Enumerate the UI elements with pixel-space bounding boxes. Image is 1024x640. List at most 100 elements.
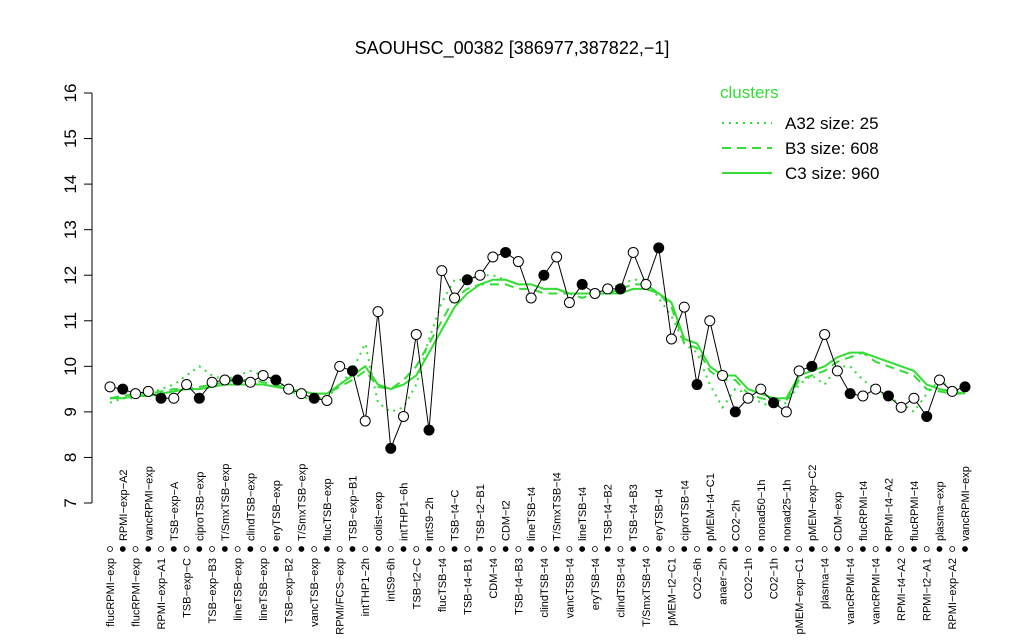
sample-point bbox=[551, 251, 563, 263]
sample-dot bbox=[540, 546, 547, 552]
sample-dot bbox=[502, 546, 509, 552]
sample-point bbox=[155, 392, 167, 404]
sample-dot bbox=[145, 546, 152, 552]
sample-dot bbox=[247, 546, 254, 552]
sample-dot bbox=[234, 546, 241, 552]
y-tick-label: 14 bbox=[61, 175, 80, 194]
sample-point bbox=[283, 383, 295, 395]
sample-dot bbox=[311, 546, 318, 552]
x-tick-label: TSB−t4−B1 bbox=[462, 558, 474, 615]
sample-point bbox=[359, 415, 371, 427]
sample-dot bbox=[694, 546, 700, 552]
sample-point bbox=[819, 328, 831, 340]
sample-dot bbox=[426, 546, 432, 552]
sample-point bbox=[717, 369, 729, 381]
x-tick-label: TSB−t4−C bbox=[450, 490, 462, 541]
x-tick-label: CDM−exp bbox=[832, 492, 844, 541]
sample-point bbox=[755, 383, 767, 395]
sample-dot bbox=[336, 546, 343, 552]
sample-dot bbox=[706, 546, 713, 552]
x-tick-label: plasma−t4 bbox=[820, 558, 832, 609]
sample-point bbox=[691, 379, 703, 391]
cluster-line bbox=[109, 283, 965, 402]
sample-point bbox=[921, 410, 933, 422]
sample-dot bbox=[821, 546, 828, 552]
sample-point bbox=[665, 333, 677, 345]
sample-point bbox=[410, 328, 422, 340]
x-tick-label: T/SmxTSB−t4 bbox=[552, 472, 564, 541]
y-tick-label: 9 bbox=[61, 407, 80, 416]
sample-point bbox=[117, 383, 129, 395]
sample-point bbox=[576, 278, 588, 290]
x-tick-label: RPMI−exp−A1 bbox=[156, 558, 168, 630]
sample-point bbox=[436, 265, 448, 277]
x-tick-label: TSB−t2−C bbox=[411, 558, 423, 609]
sample-dot bbox=[923, 546, 930, 552]
sample-dot bbox=[885, 546, 892, 552]
y-tick-label: 13 bbox=[61, 220, 80, 239]
sample-point bbox=[193, 392, 205, 404]
sample-point bbox=[538, 269, 550, 281]
sample-point bbox=[270, 374, 282, 386]
sample-point bbox=[678, 301, 690, 313]
sample-dot bbox=[451, 546, 458, 552]
legend-label: C3 size: 960 bbox=[785, 164, 880, 183]
sample-dot bbox=[553, 546, 560, 552]
sample-dot bbox=[209, 546, 215, 552]
sample-dot bbox=[324, 546, 330, 552]
sample-point bbox=[704, 315, 716, 327]
sample-dot bbox=[592, 546, 598, 552]
x-tick-label: vancRPMI−t4 bbox=[871, 558, 883, 624]
x-tick-label: intS9−6h bbox=[386, 558, 398, 602]
sample-point bbox=[614, 283, 626, 295]
x-tick-label: vancTSB−t4 bbox=[564, 558, 576, 618]
sample-dot bbox=[221, 546, 228, 552]
sample-dot bbox=[936, 546, 943, 552]
y-tick-label: 15 bbox=[61, 129, 80, 148]
sample-point bbox=[257, 369, 269, 381]
sample-point bbox=[857, 390, 869, 402]
x-tick-label: CO2−1h bbox=[769, 558, 781, 599]
x-tick-label: RPMI−exp−A2 bbox=[947, 558, 959, 630]
x-tick-label: TSB−t4−B2 bbox=[603, 484, 615, 541]
sample-dot bbox=[489, 546, 496, 552]
x-tick-label: eryTSB−t4 bbox=[654, 489, 666, 541]
sample-dot bbox=[796, 546, 803, 552]
x-tick-label: nonad50−1h bbox=[756, 480, 768, 541]
sample-dot bbox=[528, 546, 535, 552]
sample-dot bbox=[196, 546, 203, 552]
sample-point bbox=[653, 242, 665, 254]
sample-point bbox=[308, 392, 320, 404]
x-tick-label: TSB−exp−C bbox=[182, 558, 194, 618]
x-tick-label: RPMI/FCS−exp bbox=[335, 558, 347, 635]
x-tick-label: vancRPMI−exp bbox=[143, 466, 155, 541]
sample-point bbox=[895, 401, 907, 413]
x-tick-label: ciproTSB−t4 bbox=[679, 480, 691, 541]
sample-dot bbox=[668, 546, 675, 552]
sample-dot bbox=[745, 546, 751, 552]
sample-dot bbox=[298, 546, 305, 552]
sample-point bbox=[346, 365, 358, 377]
sample-point bbox=[474, 269, 486, 281]
sample-dot bbox=[515, 546, 522, 552]
x-tick-label: intTHP1−2h bbox=[360, 558, 372, 616]
sample-point bbox=[563, 297, 575, 309]
sample-point bbox=[244, 376, 256, 388]
sample-point bbox=[768, 397, 780, 409]
sample-point bbox=[206, 376, 218, 388]
sample-point bbox=[589, 287, 601, 299]
sample-dot bbox=[681, 546, 688, 552]
x-tick-label: T/SmxTSB−exp bbox=[220, 464, 232, 541]
sample-point bbox=[870, 383, 882, 395]
sample-point bbox=[398, 410, 410, 422]
sample-dot bbox=[400, 546, 407, 552]
x-tick-label: TSB−exp−A bbox=[169, 481, 181, 541]
sample-dot bbox=[604, 546, 611, 552]
x-tick-label: eryTSB−t4 bbox=[590, 558, 602, 610]
sample-point bbox=[500, 246, 512, 258]
sample-dot bbox=[630, 546, 637, 552]
sample-point bbox=[232, 374, 244, 386]
sample-dot bbox=[477, 546, 483, 552]
sample-point bbox=[130, 388, 142, 400]
sample-point bbox=[142, 385, 154, 397]
